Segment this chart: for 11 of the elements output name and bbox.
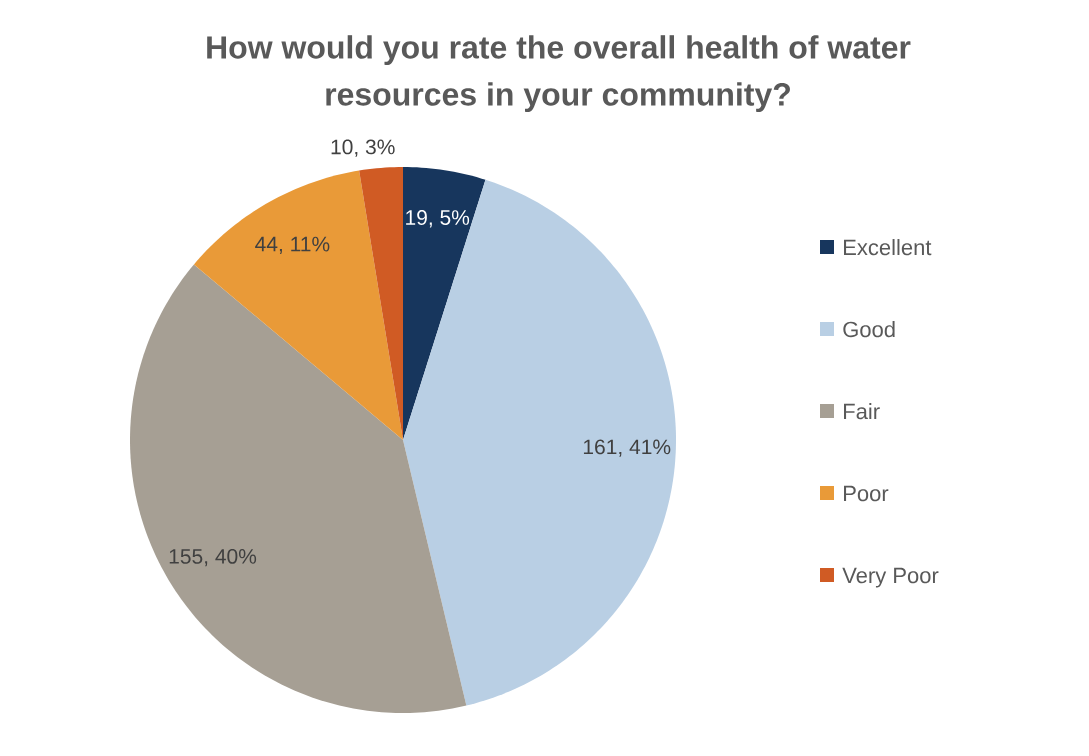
data-label: 161, 41% [583,439,671,457]
data-label: 10, 3% [331,139,395,157]
data-label: 155, 40% [169,548,257,567]
legend-label: Poor [844,485,889,502]
legend-label: Excellent [844,239,932,256]
legend-label: Very Poor [842,567,939,588]
chart-title: How would you rate the overall health of water resources in your community? [207,35,911,113]
data-label: 44, 11% [255,236,330,254]
legend-label: Good [843,321,895,338]
legend-label: Fair [844,403,880,420]
data-label: 19, 5% [406,210,470,228]
